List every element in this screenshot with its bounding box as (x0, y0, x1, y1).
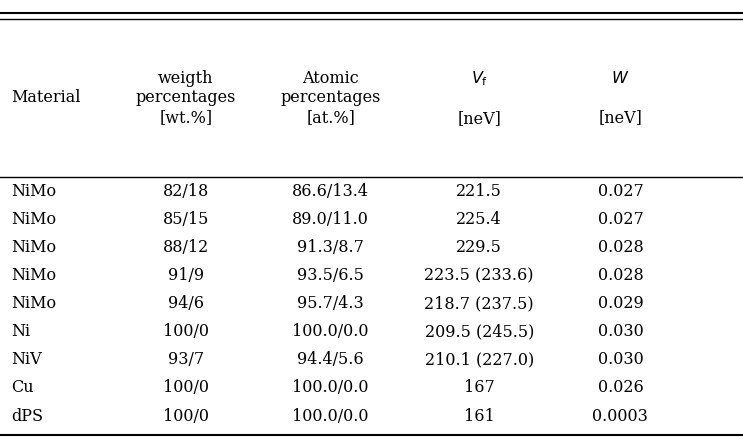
Text: 93/7: 93/7 (168, 351, 204, 368)
Text: 0.027: 0.027 (597, 182, 643, 199)
Text: 221.5: 221.5 (456, 182, 502, 199)
Text: 95.7/4.3: 95.7/4.3 (297, 295, 364, 312)
Text: 91.3/8.7: 91.3/8.7 (297, 239, 364, 256)
Text: Material: Material (11, 90, 81, 106)
Text: 100.0/0.0: 100.0/0.0 (293, 379, 369, 396)
Text: 93.5/6.5: 93.5/6.5 (297, 267, 364, 284)
Text: 85/15: 85/15 (163, 211, 209, 228)
Text: 86.6/13.4: 86.6/13.4 (292, 182, 369, 199)
Text: 100/0: 100/0 (163, 408, 209, 425)
Text: 100/0: 100/0 (163, 323, 209, 340)
Text: 0.027: 0.027 (597, 211, 643, 228)
Text: NiMo: NiMo (11, 239, 56, 256)
Text: NiV: NiV (11, 351, 42, 368)
Text: 225.4: 225.4 (456, 211, 502, 228)
Text: 100/0: 100/0 (163, 379, 209, 396)
Text: 89.0/11.0: 89.0/11.0 (292, 211, 369, 228)
Text: Atomic
percentages
[at.%]: Atomic percentages [at.%] (280, 70, 381, 126)
Text: weigth
percentages
[wt.%]: weigth percentages [wt.%] (135, 70, 236, 126)
Text: 167: 167 (464, 379, 495, 396)
Text: 0.028: 0.028 (597, 239, 643, 256)
Text: 0.029: 0.029 (597, 295, 643, 312)
Text: 0.028: 0.028 (597, 267, 643, 284)
Text: 94.4/5.6: 94.4/5.6 (297, 351, 364, 368)
Text: NiMo: NiMo (11, 211, 56, 228)
Text: 88/12: 88/12 (163, 239, 209, 256)
Text: 94/6: 94/6 (168, 295, 204, 312)
Text: 209.5 (245.5): 209.5 (245.5) (424, 323, 534, 340)
Text: Cu: Cu (11, 379, 33, 396)
Text: 0.030: 0.030 (597, 323, 643, 340)
Text: dPS: dPS (11, 408, 43, 425)
Text: $V_{\rm f}$

[neV]: $V_{\rm f}$ [neV] (457, 69, 502, 127)
Text: 218.7 (237.5): 218.7 (237.5) (424, 295, 534, 312)
Text: 229.5: 229.5 (456, 239, 502, 256)
Text: 161: 161 (464, 408, 495, 425)
Text: $W$

[neV]: $W$ [neV] (598, 70, 643, 126)
Text: 0.030: 0.030 (597, 351, 643, 368)
Text: NiMo: NiMo (11, 182, 56, 199)
Text: 82/18: 82/18 (163, 182, 209, 199)
Text: 223.5 (233.6): 223.5 (233.6) (424, 267, 534, 284)
Text: 100.0/0.0: 100.0/0.0 (293, 323, 369, 340)
Text: 91/9: 91/9 (168, 267, 204, 284)
Text: NiMo: NiMo (11, 295, 56, 312)
Text: 100.0/0.0: 100.0/0.0 (293, 408, 369, 425)
Text: 0.0003: 0.0003 (592, 408, 649, 425)
Text: Ni: Ni (11, 323, 30, 340)
Text: 210.1 (227.0): 210.1 (227.0) (424, 351, 534, 368)
Text: 0.026: 0.026 (597, 379, 643, 396)
Text: NiMo: NiMo (11, 267, 56, 284)
